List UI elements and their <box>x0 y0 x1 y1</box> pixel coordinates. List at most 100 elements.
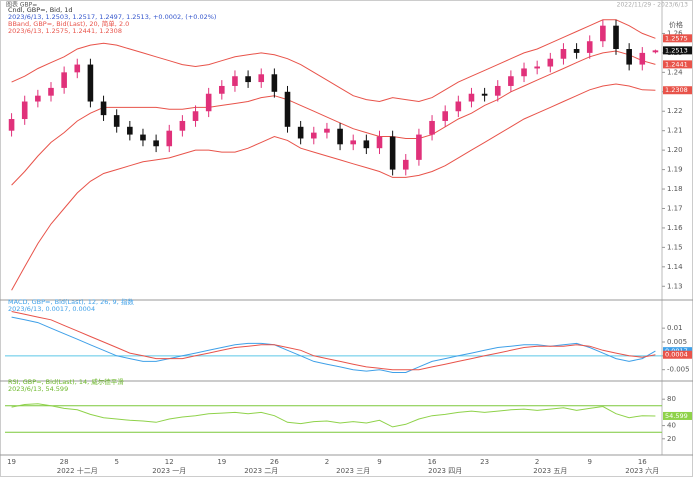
candle-body <box>297 126 304 139</box>
date-range: 2022/11/29 - 2023/6/13 <box>617 2 689 9</box>
y-tick-label: -0.005 <box>667 366 690 374</box>
value-tag <box>663 411 692 420</box>
candle-body <box>324 128 330 133</box>
legend-line: BBand, GBP=, Bid(Last), 20, 简单, 2.0 <box>8 19 129 28</box>
y-tick-label: 1.14 <box>667 263 683 271</box>
band-lower <box>11 83 656 291</box>
band-upper <box>11 19 656 103</box>
candle-body <box>284 91 291 127</box>
day-label: 23 <box>480 458 489 466</box>
candle-body <box>376 136 383 149</box>
candle-body <box>639 52 646 65</box>
y-tick-label: 1.15 <box>667 243 683 251</box>
y-tick-label: 1.17 <box>667 204 683 212</box>
value-tag <box>663 350 692 359</box>
candle-body <box>468 93 475 102</box>
y-tick-label: 20 <box>667 435 676 443</box>
candle-body <box>192 111 199 121</box>
month-label: 2023 三月 <box>336 467 370 475</box>
y-tick-label: 1.13 <box>667 282 683 290</box>
candle-body <box>534 66 540 69</box>
day-label: 28 <box>60 458 69 466</box>
candle-body <box>127 126 133 135</box>
legend-line: 2023/6/13, 0.0017, 0.0004 <box>8 305 95 313</box>
month-label: 2023 一月 <box>152 467 186 475</box>
candle-body <box>402 159 409 170</box>
candle-body <box>494 85 501 96</box>
day-label: 26 <box>270 458 279 466</box>
y-tick-label: 0.005 <box>667 338 687 346</box>
month-label: 2023 四月 <box>428 467 462 475</box>
legend-line: RSI, GBP=, Bid(Last), 14, 威尔德平滑 <box>8 377 124 386</box>
candle-body <box>310 132 317 139</box>
legend-line: 2023/6/13, 1.2503, 1.2517, 1.2497, 1.251… <box>8 13 216 21</box>
candle-body <box>363 140 370 149</box>
candle-body <box>140 134 146 141</box>
candle-body <box>389 136 396 170</box>
candle-body <box>74 64 81 73</box>
month-label: 2022 十二月 <box>57 466 98 475</box>
y-tick-label: 1.24 <box>667 68 683 76</box>
day-label: 9 <box>587 458 591 466</box>
candle-body <box>232 76 238 86</box>
day-label: 9 <box>377 458 381 466</box>
day-label: 2 <box>535 458 539 466</box>
y-tick-label: 1.18 <box>667 185 683 193</box>
y-tick-label: 1.26 <box>667 29 683 37</box>
candle-body <box>100 101 107 116</box>
candle-body <box>350 140 357 145</box>
value-tag-label: 0.0004 <box>665 351 688 359</box>
candle-body <box>416 134 422 160</box>
y-tick-label: 1.20 <box>667 146 683 154</box>
candle-body <box>442 111 448 121</box>
candle-body <box>586 41 593 53</box>
candle-body <box>429 120 435 135</box>
candle-body <box>166 130 173 147</box>
candle-body <box>626 49 632 65</box>
value-tag <box>663 60 692 69</box>
candle-body <box>337 128 343 145</box>
day-label: 16 <box>638 458 647 466</box>
candle-body <box>179 120 186 131</box>
value-tag <box>663 46 692 55</box>
candle-body <box>547 58 554 67</box>
value-tag-label: 1.2441 <box>665 60 688 68</box>
value-tag <box>663 34 692 43</box>
legend-line: 2023/6/13, 54.599 <box>8 385 68 393</box>
day-label: 16 <box>428 458 437 466</box>
candle-body <box>521 68 527 77</box>
candle-body <box>600 25 606 42</box>
day-label: 19 <box>7 458 16 466</box>
month-label: 2023 六月 <box>625 466 659 475</box>
candle-body <box>205 93 212 112</box>
candle-body <box>219 85 225 94</box>
month-label: 2023 五月 <box>533 467 567 475</box>
candle-body <box>271 74 278 92</box>
indicator-line <box>11 311 656 371</box>
y-tick-label: 40 <box>667 422 676 430</box>
candle-body <box>21 101 28 120</box>
legend-line: MACD, GBP=, Bid(Last), 12, 26, 9, 指数 <box>8 297 134 306</box>
value-tag-label: 1.2308 <box>665 86 688 94</box>
y-tick-label: 1.22 <box>667 107 683 115</box>
value-tag-label: 1.2575 <box>665 34 688 42</box>
candle-body <box>35 95 41 102</box>
candle-body <box>508 76 514 86</box>
day-label: 2 <box>325 458 329 466</box>
value-tag-label: 1.2513 <box>665 46 688 54</box>
y-tick-label: 1.19 <box>667 166 683 174</box>
candle-body <box>113 115 120 127</box>
day-label: 12 <box>165 458 174 466</box>
day-label: 19 <box>217 458 226 466</box>
y-tick-label: 80 <box>667 395 676 403</box>
y-tick-label: 1.21 <box>667 127 683 135</box>
candle-body <box>613 25 619 50</box>
price-axis-label: 价格 <box>669 20 683 29</box>
candle-body <box>258 74 265 83</box>
candle-body <box>87 64 94 102</box>
day-label: 5 <box>114 458 118 466</box>
candle-body <box>560 49 567 59</box>
legend-line: Cndl, GBP=, Bid, 1d <box>8 6 73 14</box>
indicator-line <box>11 403 656 428</box>
candle-body <box>455 101 462 112</box>
